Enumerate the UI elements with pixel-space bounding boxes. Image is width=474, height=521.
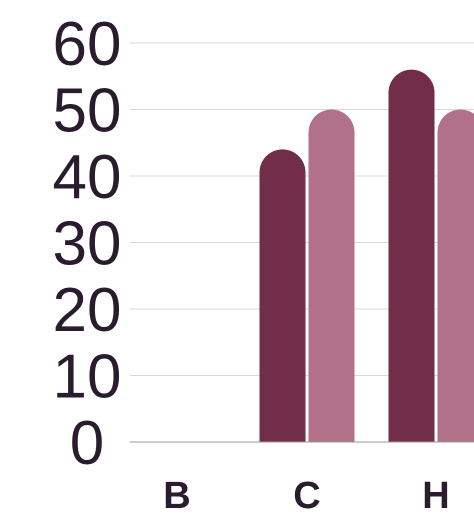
x-category-label-H: H [422,475,449,517]
bar-H-series-2 [437,109,474,442]
y-tick-label-60: 60 [53,10,122,79]
bar-H-series-1 [388,69,435,442]
y-tick-label-10: 10 [53,343,122,412]
bar-C-series-1 [259,149,306,442]
y-tick-label-40: 40 [53,143,122,212]
y-tick-label-0: 0 [70,409,104,478]
x-category-label-B: B [163,475,190,517]
x-category-label-C: C [293,475,320,517]
y-tick-label-30: 30 [53,210,122,279]
bar-C-series-2 [308,109,355,442]
bars [259,69,474,442]
y-tick-label-20: 20 [53,276,122,345]
y-tick-label-50: 50 [53,77,122,146]
